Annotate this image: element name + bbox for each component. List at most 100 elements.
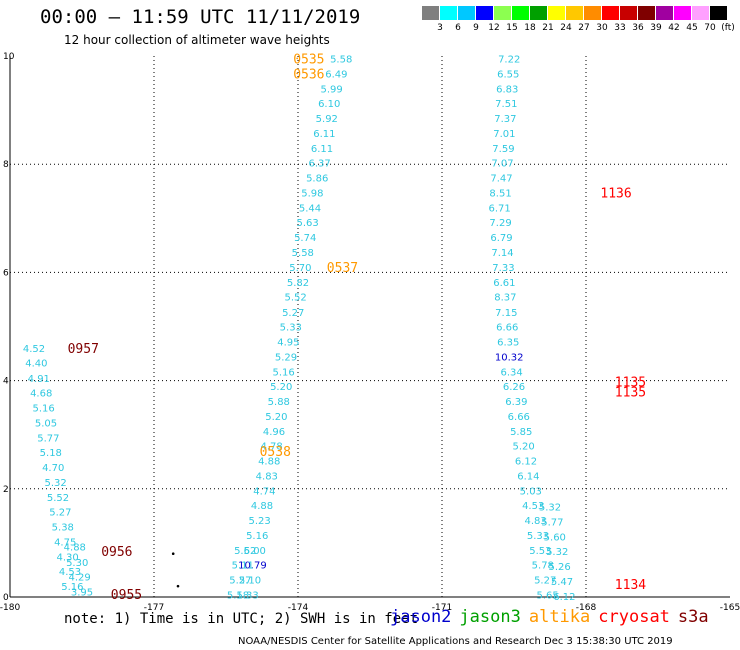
wave-height-value: 5.70 [289, 263, 311, 274]
wave-height-value: 5.98 [301, 188, 323, 199]
y-tick-label: 6 [3, 268, 9, 278]
wave-height-value: 8.37 [494, 293, 516, 304]
wave-height-value: 5.16 [246, 531, 268, 542]
wave-height-value: 5.58 [292, 248, 314, 259]
wave-height-value: 4.53 [59, 567, 81, 578]
wave-height-value: 5.85 [510, 427, 532, 438]
footer-note: note: 1) Time is in UTC; 2) SWH is in fe… [64, 611, 419, 627]
wave-height-value: 4.52 [23, 344, 45, 355]
wave-height-value: 5.10 [239, 576, 261, 587]
wave-height-value: 6.49 [325, 69, 347, 80]
wave-height-value: 6.10 [318, 99, 340, 110]
legend-swatch [512, 6, 529, 20]
wave-height-value: 5.16 [61, 582, 83, 593]
wave-height-value: 5.16 [272, 367, 294, 378]
time-stamp-label: 0957 [68, 342, 99, 357]
wave-height-value: 5.77 [37, 433, 59, 444]
wave-height-value: 5.32 [539, 503, 561, 514]
wave-height-value: 7.59 [492, 144, 514, 155]
wave-height-value: 5.27 [229, 576, 251, 587]
wave-height-value: 6.66 [508, 412, 530, 423]
legend-label: 42 [668, 23, 680, 33]
wave-height-value: 4.30 [56, 552, 78, 563]
legend-label: 36 [632, 23, 644, 33]
x-tick-label: -177 [144, 603, 164, 613]
wave-height-value: 7.07 [491, 159, 513, 170]
wave-height-value: 6.12 [515, 457, 537, 468]
wave-height-value: 7.01 [493, 129, 515, 140]
legend-swatch [548, 6, 565, 20]
y-tick-label: 10 [3, 52, 15, 62]
wave-height-value: 6.37 [308, 159, 330, 170]
wave-height-value: 5.52 [47, 493, 69, 504]
time-stamp-label: 1135 [615, 376, 646, 391]
wave-height-value: 4.68 [30, 389, 52, 400]
time-stamp-label: 1135 [615, 385, 646, 400]
time-stamp-label: 0537 [327, 261, 358, 276]
wave-height-value: 5.62 [234, 546, 256, 557]
wave-height-value: 7.51 [495, 99, 517, 110]
satellite-jason3-label: jason3 [459, 607, 521, 627]
wave-height-value: 5.33 [527, 531, 549, 542]
legend-label: 15 [506, 23, 518, 33]
wave-height-value: 6.35 [497, 338, 519, 349]
satellite-s3a-label: s3a [677, 607, 709, 627]
legend-label: 6 [455, 23, 461, 33]
wave-height-value: 5.00 [244, 546, 266, 557]
legend-swatch [710, 6, 727, 20]
legend-label: 3 [437, 23, 443, 33]
wave-height-value: 6.12 [553, 592, 575, 603]
wave-height-value: 5.20 [270, 382, 292, 393]
wave-height-value: 7.15 [495, 308, 517, 319]
legend-label: 12 [488, 23, 500, 33]
wave-height-value: 5.33 [280, 323, 302, 334]
wave-height-value: 5.44 [299, 203, 321, 214]
legend-label: 24 [560, 23, 572, 33]
wave-height-value: 5.38 [52, 523, 74, 534]
wave-height-value: 5.65 [536, 590, 558, 601]
wave-height-value: 5.27 [534, 576, 556, 587]
wave-height-value: 5.11 [232, 561, 254, 572]
x-tick-label: -174 [288, 603, 309, 613]
legend-label: 21 [542, 23, 554, 33]
wave-height-value: 5.88 [268, 397, 290, 408]
wave-height-value: 4.29 [68, 572, 90, 583]
wave-height-value: 6.14 [517, 471, 539, 482]
wave-height-value: 4.88 [258, 457, 280, 468]
time-stamp-label: 0538 [260, 445, 291, 460]
wave-height-value: 5.86 [306, 174, 328, 185]
wave-height-value: 4.53 [522, 501, 544, 512]
wave-height-value: 5.30 [66, 558, 88, 569]
wave-height-value: 5.58 [330, 55, 352, 66]
legend-unit: (ft) [721, 23, 735, 33]
legend-swatch [494, 6, 511, 20]
wave-height-value: 4.88 [251, 501, 273, 512]
legend-swatch [530, 6, 547, 20]
wave-height-value: 5.77 [541, 517, 563, 528]
wave-height-value: 5.99 [320, 84, 342, 95]
wave-height-value: 6.55 [497, 69, 519, 80]
legend-label: 33 [614, 23, 626, 33]
wave-height-value: 7.37 [494, 114, 516, 125]
time-stamp-label: 0956 [101, 545, 132, 560]
wave-height-value: 5.52 [284, 293, 306, 304]
wave-height-value: 10.32 [495, 352, 524, 363]
wave-height-value: 4.40 [25, 359, 47, 370]
legend-label: 30 [596, 23, 608, 33]
legend-swatch [440, 6, 457, 20]
legend-swatch [656, 6, 673, 20]
legend-swatch [602, 6, 619, 20]
wave-height-value: 4.88 [64, 543, 86, 554]
legend-swatch [476, 6, 493, 20]
y-tick-label: 8 [3, 160, 9, 170]
wave-height-value: 4.95 [277, 338, 299, 349]
legend-swatch [584, 6, 601, 20]
wave-height-value: 6.83 [496, 84, 518, 95]
wave-height-value: 5.63 [296, 218, 318, 229]
wave-height-value: 3.95 [71, 588, 93, 599]
wave-height-value: 5.82 [287, 278, 309, 289]
wave-height-value: 7.22 [498, 55, 520, 66]
wave-height-value: 5.53 [529, 546, 551, 557]
wave-height-value: 4.83 [524, 516, 546, 527]
